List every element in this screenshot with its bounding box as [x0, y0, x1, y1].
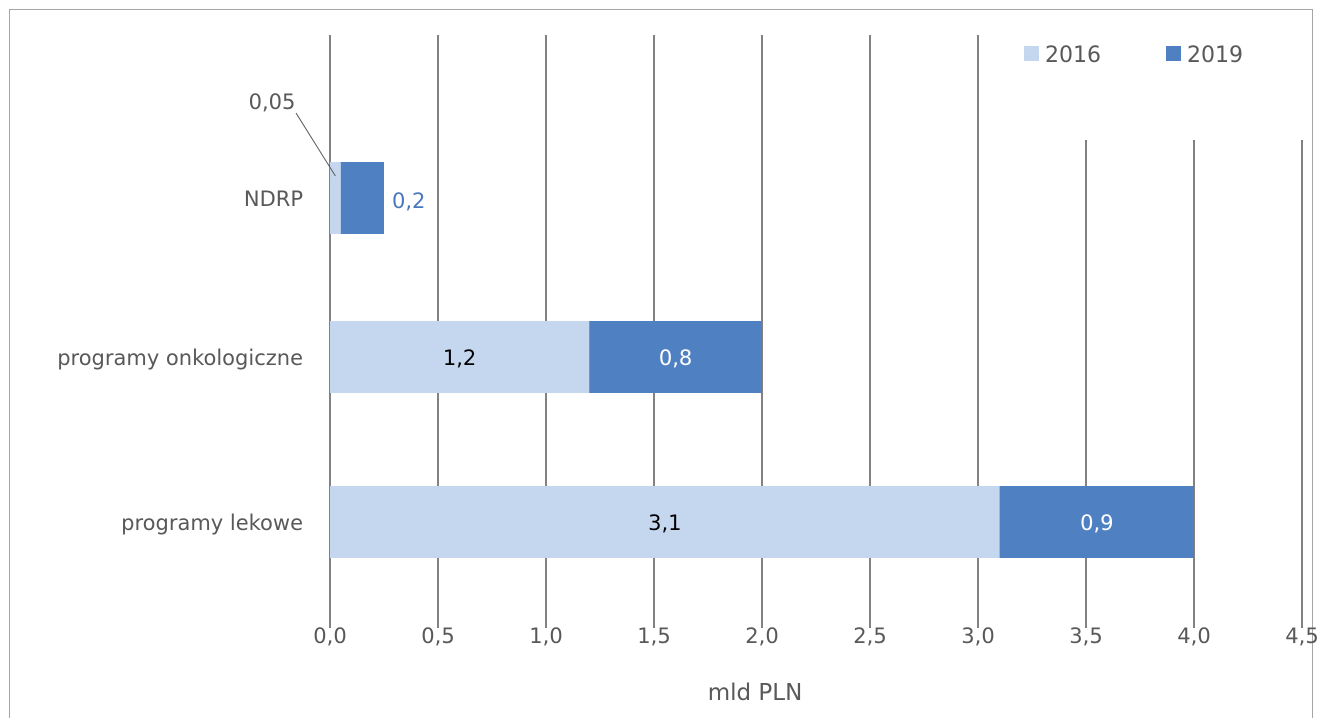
bar-2016 [330, 486, 1000, 558]
category-label: programy onkologiczne [57, 346, 303, 370]
x-axis-title: mld PLN [708, 680, 803, 706]
x-tick-label: 4,0 [1177, 624, 1210, 648]
category-label: programy lekowe [121, 511, 303, 535]
data-label: 1,2 [443, 346, 476, 370]
legend: 2016 2019 [1024, 43, 1243, 68]
data-label: 0,05 [249, 90, 296, 114]
legend-swatch-2019 [1166, 46, 1181, 61]
x-tick-label: 3,0 [961, 624, 994, 648]
bar-2019 [589, 321, 762, 393]
legend-label-2016: 2016 [1045, 43, 1101, 68]
data-label: 0,8 [659, 346, 692, 370]
data-label: 0,9 [1080, 511, 1113, 535]
x-tick-label: 1,0 [529, 624, 562, 648]
bar-2016 [330, 162, 341, 234]
x-tick-label: 2,0 [745, 624, 778, 648]
category-label: NDRP [244, 187, 303, 211]
bar-2016 [330, 321, 590, 393]
bars [330, 162, 1194, 558]
legend-swatch-2016 [1024, 46, 1039, 61]
x-tick-label: 2,5 [853, 624, 886, 648]
bar-2019 [999, 486, 1194, 558]
leader-line [295, 112, 336, 177]
x-tick-label: 4,5 [1285, 624, 1318, 648]
category-labels: NDRP programy onkologiczne programy lekowe [57, 187, 303, 535]
legend-label-2019: 2019 [1187, 43, 1243, 68]
x-tick-label: 3,5 [1069, 624, 1102, 648]
data-label: 3,1 [648, 511, 681, 535]
bar-2019 [340, 162, 384, 234]
x-tick-label: 0,5 [421, 624, 454, 648]
data-labels: 0,05 0,2 1,2 0,8 3,1 0,9 [249, 90, 1114, 535]
x-tick-labels: 0,0 0,5 1,0 1,5 2,0 2,5 3,0 3,5 4,0 4,5 [313, 624, 1318, 648]
x-tick-label: 0,0 [313, 624, 346, 648]
data-label: 0,2 [392, 189, 425, 213]
x-tick-label: 1,5 [637, 624, 670, 648]
